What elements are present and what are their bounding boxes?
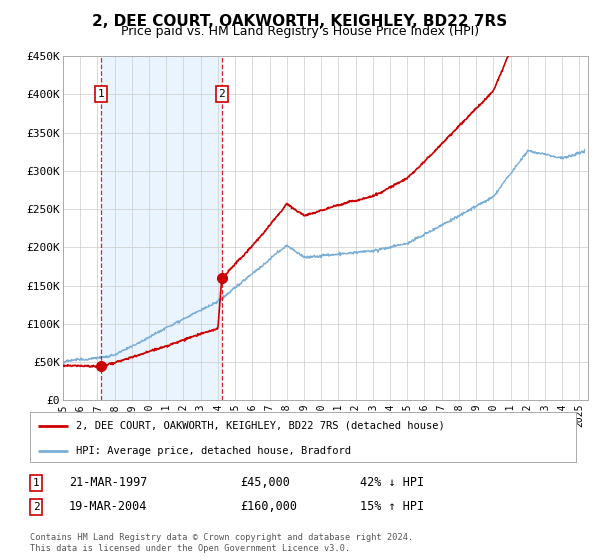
Text: £45,000: £45,000 bbox=[240, 476, 290, 489]
Text: 19-MAR-2004: 19-MAR-2004 bbox=[69, 500, 148, 514]
Text: 21-MAR-1997: 21-MAR-1997 bbox=[69, 476, 148, 489]
Text: 1: 1 bbox=[32, 478, 40, 488]
Text: 2: 2 bbox=[32, 502, 40, 512]
Text: HPI: Average price, detached house, Bradford: HPI: Average price, detached house, Brad… bbox=[76, 446, 352, 456]
Text: Contains HM Land Registry data © Crown copyright and database right 2024.
This d: Contains HM Land Registry data © Crown c… bbox=[30, 533, 413, 553]
Text: £160,000: £160,000 bbox=[240, 500, 297, 514]
Text: 2: 2 bbox=[218, 89, 225, 99]
Text: 15% ↑ HPI: 15% ↑ HPI bbox=[360, 500, 424, 514]
Text: 42% ↓ HPI: 42% ↓ HPI bbox=[360, 476, 424, 489]
Text: 2, DEE COURT, OAKWORTH, KEIGHLEY, BD22 7RS: 2, DEE COURT, OAKWORTH, KEIGHLEY, BD22 7… bbox=[92, 14, 508, 29]
Text: Price paid vs. HM Land Registry's House Price Index (HPI): Price paid vs. HM Land Registry's House … bbox=[121, 25, 479, 38]
Text: 2, DEE COURT, OAKWORTH, KEIGHLEY, BD22 7RS (detached house): 2, DEE COURT, OAKWORTH, KEIGHLEY, BD22 7… bbox=[76, 421, 445, 431]
Text: 1: 1 bbox=[98, 89, 104, 99]
